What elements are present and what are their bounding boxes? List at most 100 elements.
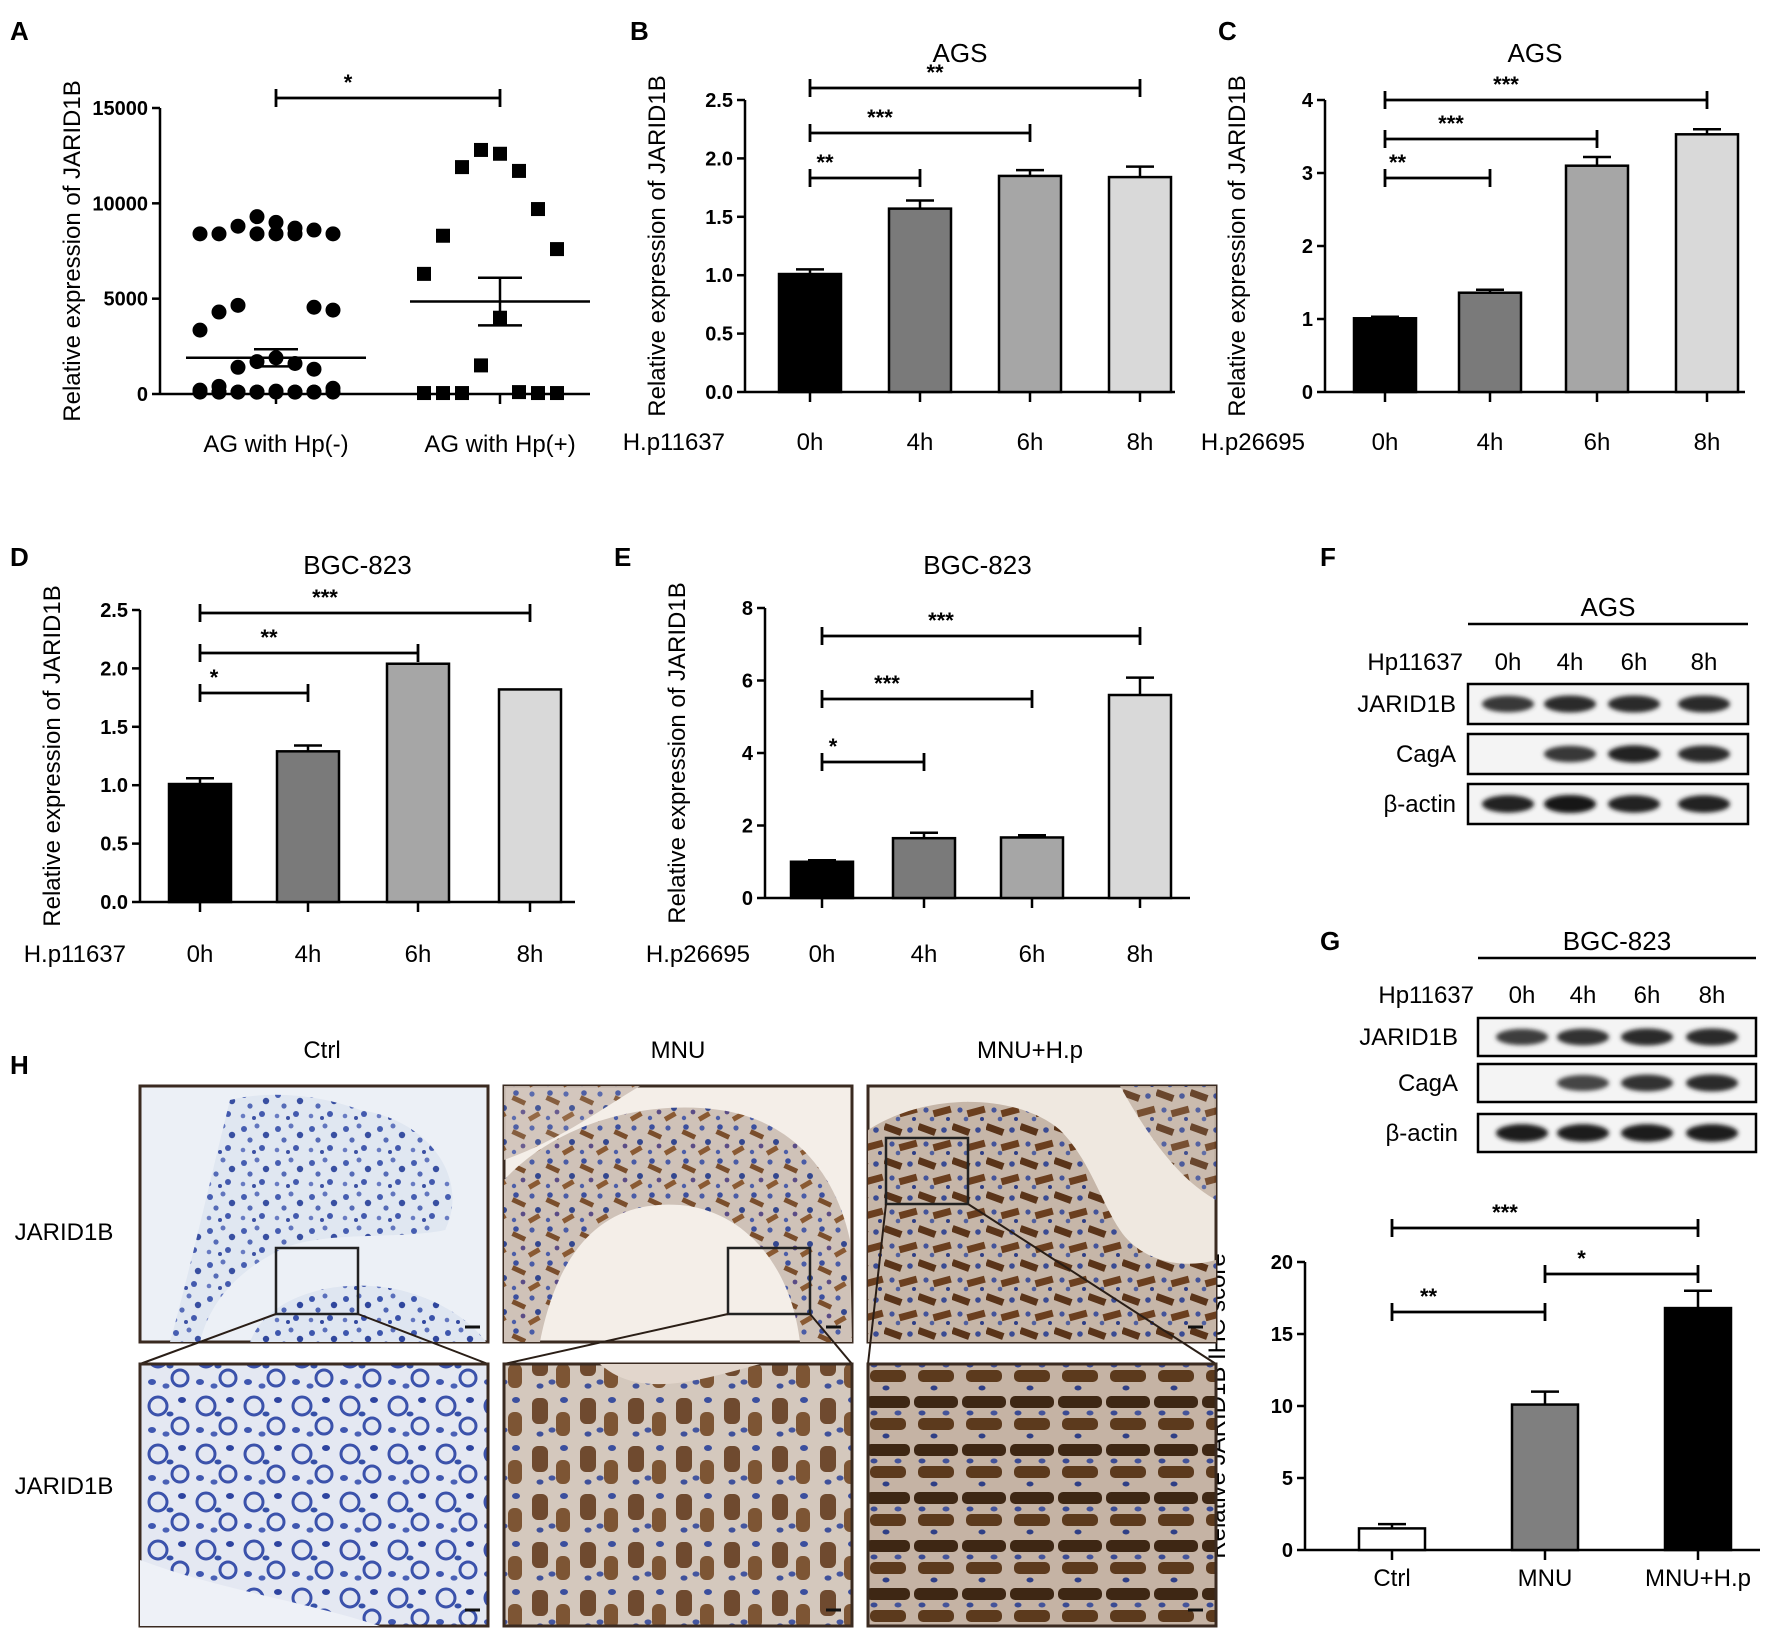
bar (167, 782, 233, 904)
data-point (512, 163, 526, 178)
y-tick-label: 2.5 (705, 90, 733, 112)
chart-e: 0 2 4 6 8 Relative expression of JARID1B BGC-8… (646, 550, 1190, 968)
x-tick-label: 0h (797, 429, 824, 456)
data-point (230, 384, 246, 400)
blot-band (1608, 695, 1660, 713)
bar (1352, 317, 1418, 394)
blot-cell-line-label: BGC-823 (1563, 926, 1671, 956)
x-tick-label: 0h (187, 941, 214, 968)
data-point (268, 384, 284, 400)
data-point (268, 226, 284, 242)
blot-band (1678, 795, 1730, 813)
bar (1107, 175, 1173, 394)
data-point (306, 384, 322, 400)
panel-letter-h: H (10, 1050, 29, 1080)
data-point (493, 146, 507, 161)
data-point (249, 209, 265, 225)
data-point (306, 222, 322, 238)
y-tick-label: 0 (137, 384, 148, 406)
data-point (325, 226, 341, 242)
y-tick-label: 8 (742, 598, 753, 620)
ihc-row-label-high-mag: JARID1B (15, 1473, 114, 1500)
y-tick-label: 5000 (104, 289, 149, 311)
blot-band (1678, 695, 1730, 713)
blot-band (1686, 1074, 1738, 1092)
significance-label: ** (816, 150, 834, 175)
blot-lane-label: 8h (1691, 649, 1718, 676)
blot-lane-label: 0h (1495, 649, 1522, 676)
data-point (436, 386, 450, 401)
y-tick-label: 2 (1302, 236, 1313, 258)
y-tick-label: 20 (1271, 1252, 1293, 1274)
significance-label: *** (1493, 72, 1519, 97)
data-point (287, 384, 303, 400)
bar (1674, 133, 1740, 394)
ihc-column-label-mnu-hp: MNU+H.p (977, 1037, 1083, 1064)
y-axis-label: Relative expression of JARID1B (1224, 75, 1251, 416)
data-point (512, 385, 526, 400)
blot-band (1686, 1028, 1738, 1046)
data-point (192, 322, 208, 338)
data-point (306, 361, 322, 377)
y-tick-label: 2 (742, 816, 753, 838)
x-tick-label: 6h (1017, 429, 1044, 456)
blot-cell-line-label: AGS (1581, 592, 1636, 622)
significance-label: * (210, 665, 219, 690)
y-tick-label: 0.5 (705, 324, 733, 346)
x-tick-label: 6h (1019, 941, 1046, 968)
bar (275, 750, 341, 904)
ihc-image-ctrl-high (138, 1362, 490, 1628)
y-axis-label: Relative expression of JARID1B (39, 585, 66, 926)
bar (999, 836, 1065, 900)
data-point (192, 226, 208, 242)
y-tick-label: 1.5 (705, 207, 733, 229)
y-tick-label: 1.0 (705, 265, 733, 287)
significance-label: * (1577, 1246, 1586, 1271)
x-tick-label: 8h (1694, 429, 1721, 456)
bar (789, 860, 855, 900)
blot-band (1621, 1074, 1673, 1092)
data-point (268, 214, 284, 230)
x-tick-label: 4h (911, 941, 938, 968)
blot-band (1686, 1124, 1738, 1142)
x-tick-label: 6h (1584, 429, 1611, 456)
data-point (325, 384, 341, 400)
bar (1107, 693, 1173, 900)
blot-band (1557, 1075, 1609, 1091)
x-tick-label: Ctrl (1373, 1565, 1410, 1592)
data-point (436, 228, 450, 243)
x-tick-label: 8h (517, 941, 544, 968)
chart-h-score: 05101520Relative JARID1B IHC scoreCtrlMN… (1204, 1200, 1760, 1592)
data-point (531, 386, 545, 401)
y-axis-label: Relative expression of JARID1B (59, 80, 86, 421)
y-tick-label: 0 (1302, 382, 1313, 404)
panel-letter-g: G (1320, 926, 1340, 956)
x-tick-label: AG with Hp(-) (203, 431, 348, 458)
x-tick-label: AG with Hp(+) (424, 431, 575, 458)
y-tick-label: 6 (742, 671, 753, 693)
data-point (306, 299, 322, 315)
panel-letter-f: F (1320, 542, 1336, 572)
blot-lane-label: 6h (1621, 649, 1648, 676)
ihc-zoom-connectors (139, 1203, 1217, 1365)
significance-label: *** (1438, 111, 1464, 136)
data-point (249, 226, 265, 242)
blot-band (1678, 745, 1730, 763)
panel-letter-e: E (614, 542, 631, 572)
blot-band (1621, 1124, 1673, 1142)
blot-band (1544, 745, 1596, 763)
x-prefix-label: H.p26695 (646, 941, 750, 968)
significance-label: *** (312, 585, 338, 610)
significance-label: ** (1420, 1284, 1438, 1309)
blot-row-label: JARID1B (1359, 1024, 1458, 1051)
blot-band (1544, 695, 1596, 713)
significance-label: *** (928, 608, 954, 633)
y-tick-label: 0 (742, 888, 753, 910)
y-tick-label: 0.5 (100, 834, 128, 856)
y-tick-label: 15000 (92, 98, 148, 120)
data-point (230, 359, 246, 375)
x-tick-label: 8h (1127, 941, 1154, 968)
x-tick-label: 4h (1477, 429, 1504, 456)
